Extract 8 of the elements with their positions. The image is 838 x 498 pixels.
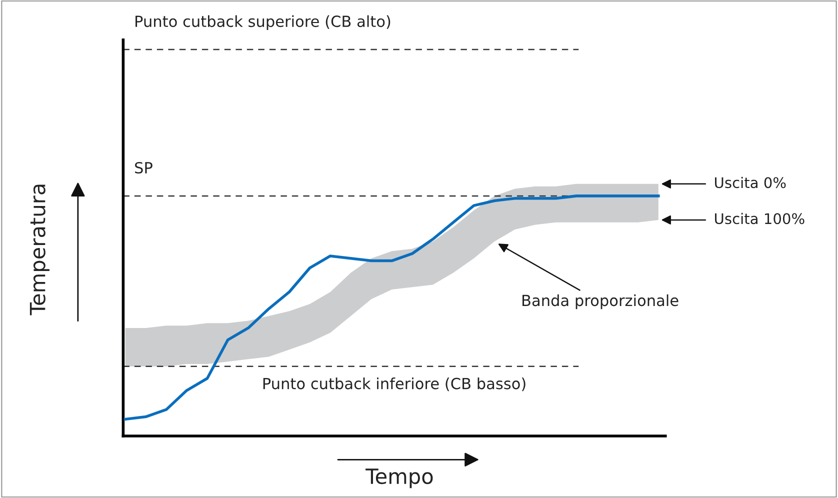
text: Uscita 100% (715, 212, 804, 224)
annotation: Banda proporzionale (522, 294, 678, 310)
ref-line-label: Punto cutback superiore (CB alto) (136, 15, 390, 30)
ref-line-label: SP (135, 162, 152, 174)
ref-line-label: Punto cutback inferiore (CB basso) (263, 377, 526, 392)
x-axis-title: Tempo (366, 468, 433, 488)
y-axis-title: Temperatura (30, 184, 50, 316)
text: Uscita 0% (715, 176, 786, 188)
